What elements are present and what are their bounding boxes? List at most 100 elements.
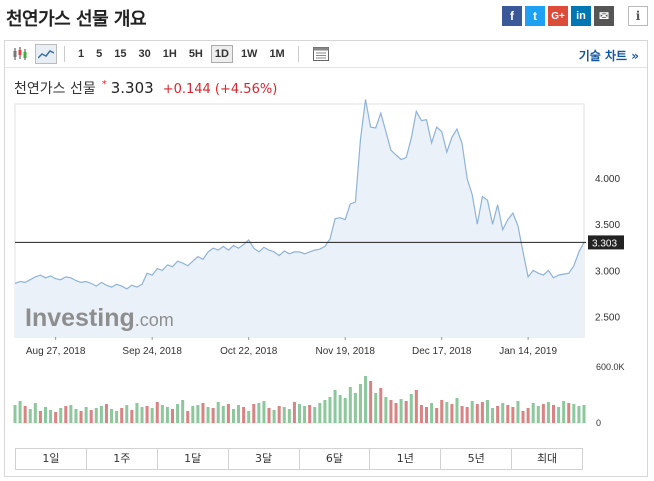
volume-bar [460,406,464,423]
volume-bar [13,405,17,423]
table-view-icon[interactable] [310,44,332,64]
volume-bar [440,400,444,423]
volume-bar [506,405,510,423]
price-change: +0.144 (+4.56%) [162,82,278,97]
volume-bar [135,403,139,423]
volume-bar [531,403,535,423]
volume-bar [69,405,73,423]
volume-bar [308,405,312,423]
volume-bar [150,408,154,423]
y-tick-label: 3.500 [595,220,620,231]
volume-bar [465,407,469,423]
volume-bar [384,397,388,423]
volume-bar [28,409,32,423]
timeframe-5h[interactable]: 5H [188,48,203,60]
x-tick-label: Sep 24, 2018 [122,346,182,357]
linkedin-icon[interactable]: in [571,6,591,26]
email-icon[interactable]: ✉ [594,6,614,26]
facebook-icon[interactable]: f [502,6,522,26]
volume-bar [501,403,505,423]
candlestick-icon[interactable] [9,44,31,64]
current-price-badge [588,235,624,250]
timeframe-1m[interactable]: 1M [269,48,285,60]
volume-bar [455,398,459,423]
volume-bar [262,401,266,423]
volume-bar [323,400,327,423]
volume-bar [313,407,317,423]
info-icon[interactable]: i [628,6,648,26]
volume-bar [277,406,281,423]
volume-bar [287,409,291,423]
volume-bar [435,408,439,423]
area-chart-icon[interactable] [35,44,57,64]
volume-bar [572,404,576,423]
volume-bar [394,403,398,423]
volume-bar [216,402,220,423]
timeframe-1[interactable]: 1 [78,48,85,60]
range-selector: 1일 1주 1달 3달 6달 1년 5년 최대 [15,448,583,470]
volume-bar [206,407,210,423]
technical-chart-link[interactable]: 기술 차트 » [578,49,639,63]
volume-bar [292,402,296,423]
timeframe-30[interactable]: 30 [138,48,151,60]
volume-bar [297,404,302,423]
timeframe-1w[interactable]: 1W [240,48,258,60]
volume-bar [181,400,185,423]
price-line [14,99,585,290]
volume-bar [445,402,449,423]
volume-bar [536,406,540,423]
range-button-1[interactable]: 1주 [87,449,158,469]
volume-bar [125,405,129,423]
x-tick-label: Jan 14, 2019 [499,346,557,357]
instrument-name: 천연가스 선물 [14,81,96,97]
volume-bar [409,394,413,423]
volume-bar [115,411,119,423]
volume-bar [430,403,434,423]
volume-bar [511,407,515,423]
volume-bar [475,404,479,423]
volume-bar [557,407,561,423]
volume-bar [104,404,108,423]
volume-max-label: 600.0K [596,362,625,372]
range-button-5[interactable]: 1년 [370,449,442,469]
volume-bar [120,408,124,423]
range-button-2[interactable]: 1달 [158,449,229,469]
range-button-6[interactable]: 5년 [441,449,513,469]
volume-bar [38,411,42,423]
volume-bar [414,390,418,423]
chart-widget: 1 5 15 30 1H 5H 1D 1W 1M 기술 차트 » 천연가스 선물 * 3.303… [4,40,648,477]
volume-bar [196,405,200,423]
twitter-icon[interactable]: t [525,6,545,26]
volume-bar [379,388,383,423]
volume-bar [252,404,256,423]
page-title: 천연가스 선물 개요 [6,9,147,30]
volume-bar [577,406,581,423]
volume-bar [526,408,530,423]
range-button-3[interactable]: 3달 [229,449,300,469]
toolbar-divider [64,46,65,62]
y-tick-label: 4.000 [595,174,620,185]
last-price: 3.303 [110,79,154,97]
timeframe-15[interactable]: 15 [114,48,127,60]
volume-zero-label: 0 [596,418,601,428]
volume-bar [338,395,342,423]
volume-bar [496,406,500,423]
y-tick-label: 3.000 [595,266,620,277]
range-button-7[interactable]: 최대 [536,452,558,465]
volume-bar [567,403,571,423]
timeframe-1h[interactable]: 1H [162,48,177,60]
volume-bar [64,406,68,423]
timeframe-5[interactable]: 5 [96,48,103,60]
range-button-4[interactable]: 6달 [300,449,371,469]
google-plus-icon[interactable]: G+ [548,6,568,26]
volume-bar [59,408,63,423]
timeframe-1d[interactable]: 1D [210,45,233,63]
volume-bar [160,405,164,423]
volume-bar [404,401,408,423]
y-tick-label: 2.500 [595,313,620,324]
volume-bar [74,409,78,423]
volume-bar [242,407,246,423]
volume-bar [165,407,169,423]
range-button-0[interactable]: 1일 [16,449,87,469]
volume-bar [84,407,88,423]
